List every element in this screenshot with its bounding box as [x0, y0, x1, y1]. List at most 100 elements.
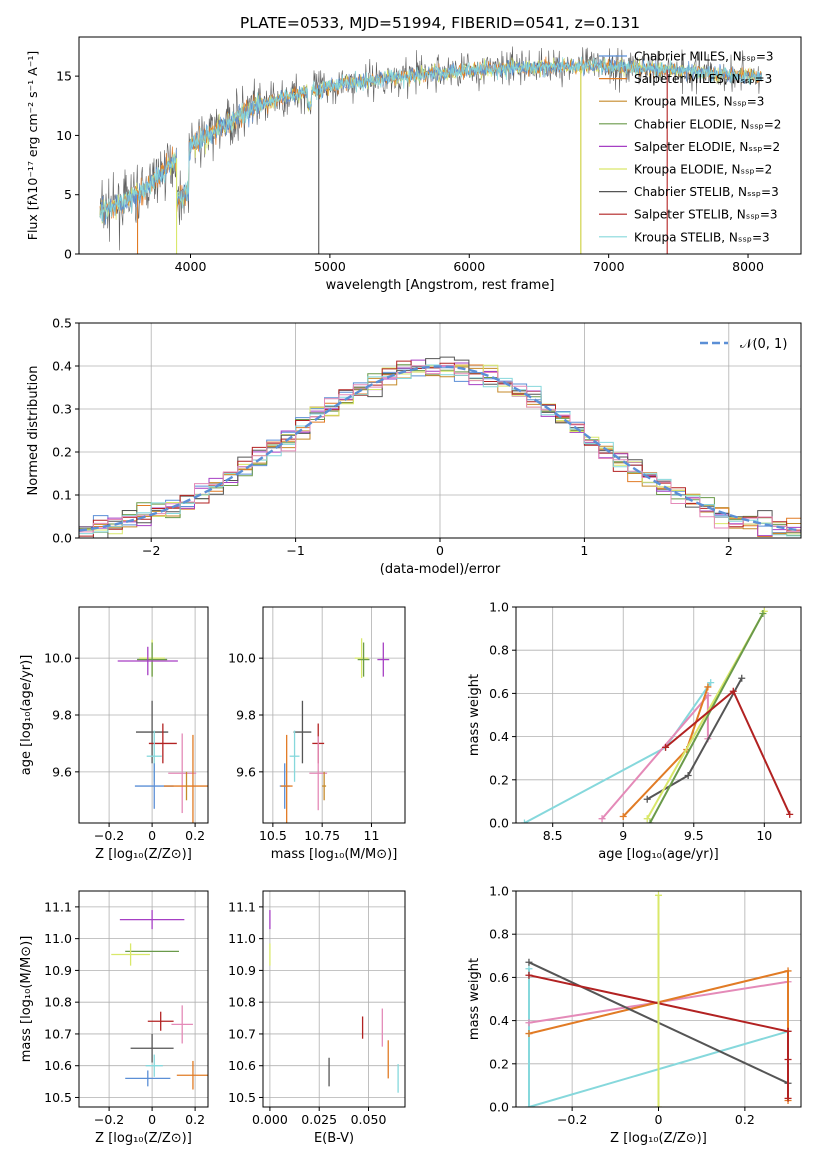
y-tick-label: 0.6	[489, 970, 509, 985]
x-tick-label: 7000	[593, 259, 625, 274]
y-tick-label: 0.1	[52, 488, 72, 503]
x-tick-label: 0.2	[185, 828, 205, 843]
x-tick-label: 6000	[453, 259, 485, 274]
y-axis-label: mass [log₁₀(M/M⊙)]	[19, 936, 34, 1063]
x-tick-label: 4000	[175, 259, 207, 274]
weight-marker-salpeter_stelib	[784, 1027, 792, 1035]
spectrum-panel: Chabrier MILES, Nₛₛₚ=3 Salpeter MILES, Nₛ…	[25, 36, 802, 293]
x-axis-label: Z [log₁₀(Z/Z⊙)]	[95, 1131, 192, 1146]
mass-vs-extinction-panel: 0.000 0.025 0.050 10.5 10.6 10.7 10.8 10.9 11.0 1…	[228, 890, 406, 1146]
x-tick-label: 9	[619, 828, 627, 843]
y-tick-label: 11.0	[228, 931, 256, 946]
weight-marker-salpeter_miles	[619, 813, 627, 821]
x-tick-label: 0	[655, 1112, 663, 1127]
x-axis-label: Z [log₁₀(Z/Z⊙)]	[610, 1131, 707, 1146]
weight-marker-chabrier_stelib	[525, 958, 533, 966]
weight-vs-age-panel: 8.5 9 9.5 10 0.0 0.2 0.4 0.6 0.8 1.0 age [log₁₀(ag…	[467, 600, 802, 862]
y-tick-label: 0.0	[489, 1100, 509, 1115]
x-tick-label: 0.2	[185, 1112, 205, 1127]
weight-marker-kroupa_stelib	[520, 819, 528, 823]
x-tick-label: 0.050	[351, 1112, 387, 1127]
legend-label: Salpeter MILES, Nₛₛₚ=3	[634, 72, 772, 86]
x-tick-label: −1	[286, 543, 304, 558]
y-tick-label: 10.6	[44, 1058, 72, 1073]
weight-marker-kroupa_elodie	[643, 815, 651, 823]
y-tick-label: 0.6	[489, 686, 509, 701]
x-axis-label: mass [log₁₀(M/M⊙)]	[271, 847, 398, 862]
spectrum-legend: Chabrier MILES, Nₛₛₚ=3 Salpeter MILES, Nₛ…	[599, 50, 781, 244]
weight-marker-kroupa_stelib	[525, 965, 533, 973]
y-tick-label: 5	[64, 187, 72, 202]
weight-marker-kroupa_elodie	[655, 1103, 662, 1107]
weight-line-pink	[601, 692, 709, 820]
mass-vs-metallicity-panel: −0.2 0 0.2 10.5 10.6 10.7 10.8 10.9 11.0 11.1 Z [l…	[19, 890, 209, 1146]
y-tick-label: 10.7	[228, 1026, 256, 1041]
weight-marker-kroupa_stelib	[707, 679, 715, 687]
y-tick-label: 1.0	[489, 600, 509, 615]
weight-marker-salpeter_stelib	[729, 687, 737, 695]
plot-area	[525, 891, 792, 1107]
plot-area	[79, 356, 801, 538]
histogram-pink	[79, 364, 801, 533]
x-axis-label: age [log₁₀(age/yr)]	[598, 847, 719, 862]
figure-title: PLATE=0533, MJD=51994, FIBERID=0541, z=0…	[240, 14, 640, 32]
legend-label: Salpeter STELIB, Nₛₛₚ=3	[634, 208, 778, 222]
plot-area	[111, 910, 208, 1090]
y-tick-label: 11.1	[44, 899, 72, 914]
y-tick-label: 0.8	[489, 643, 509, 658]
legend-label: Salpeter ELODIE, Nₛₛₚ=2	[634, 140, 780, 154]
y-tick-label: 0.3	[52, 402, 72, 417]
weight-marker-chabrier_elodie	[646, 819, 654, 823]
x-tick-label: 0.025	[301, 1112, 337, 1127]
x-tick-label: 10.75	[304, 828, 340, 843]
y-tick-label: 0.5	[52, 316, 72, 331]
axes-frame	[262, 890, 406, 1108]
x-tick-label: 11	[364, 828, 380, 843]
y-tick-label: 10.8	[44, 995, 72, 1010]
x-tick-label: 10.5	[259, 828, 287, 843]
y-axis-label: Normed distribution	[26, 366, 41, 496]
weight-line-chabrier_elodie	[649, 613, 764, 823]
y-tick-label: 10.0	[44, 651, 72, 666]
y-axis-label: mass weight	[467, 958, 482, 1040]
weight-line-kroupa_stelib	[528, 968, 789, 1107]
y-axis-label: age [log₁₀(age/yr)]	[19, 655, 34, 776]
plot-area	[269, 910, 399, 1093]
y-tick-label: 9.6	[236, 764, 256, 779]
y-tick-label: 0	[64, 247, 72, 262]
x-axis-label: (data-model)/error	[380, 562, 501, 577]
normal-curve	[79, 365, 801, 532]
y-tick-label: 10.9	[44, 963, 72, 978]
y-tick-label: 10.0	[228, 651, 256, 666]
y-tick-label: 0.8	[489, 927, 509, 942]
y-tick-label: 0.4	[489, 1013, 509, 1028]
x-tick-label: 0	[148, 1112, 156, 1127]
weight-marker-pink	[525, 1019, 533, 1027]
x-tick-label: 9.5	[684, 828, 704, 843]
x-tick-label: 0.000	[252, 1112, 288, 1127]
weight-marker-salpeter_stelib	[525, 971, 533, 979]
spectrum-line-kroupa_stelib	[99, 56, 763, 223]
axes-frame	[515, 606, 802, 824]
legend-label: 𝒩(0, 1)	[740, 337, 787, 352]
y-tick-label: 10.6	[228, 1058, 256, 1073]
weight-marker-salpeter_stelib	[786, 810, 794, 818]
y-tick-label: 0.4	[489, 729, 509, 744]
x-tick-label: 1	[580, 543, 588, 558]
x-tick-label: 0	[148, 828, 156, 843]
weight-marker-salpeter_miles	[704, 683, 712, 691]
y-tick-label: 15	[56, 69, 72, 84]
y-tick-label: 0.0	[489, 816, 509, 831]
y-tick-label: 11.0	[44, 931, 72, 946]
axes-frame	[78, 36, 802, 255]
y-tick-label: 10.7	[44, 1026, 72, 1041]
x-axis-label: wavelength [Angstrom, rest frame]	[326, 278, 555, 293]
legend-label: Kroupa STELIB, Nₛₛₚ=3	[634, 230, 770, 244]
plot-area	[279, 638, 390, 823]
y-axis-label: mass weight	[467, 674, 482, 756]
axes-frame	[78, 890, 209, 1108]
y-tick-label: 9.6	[52, 764, 72, 779]
y-axis-label: Flux [fλ10⁻¹⁷ erg cm⁻² s⁻¹ A⁻¹]	[25, 51, 40, 240]
weight-marker-salpeter_miles	[784, 967, 792, 975]
x-tick-label: −2	[142, 543, 160, 558]
